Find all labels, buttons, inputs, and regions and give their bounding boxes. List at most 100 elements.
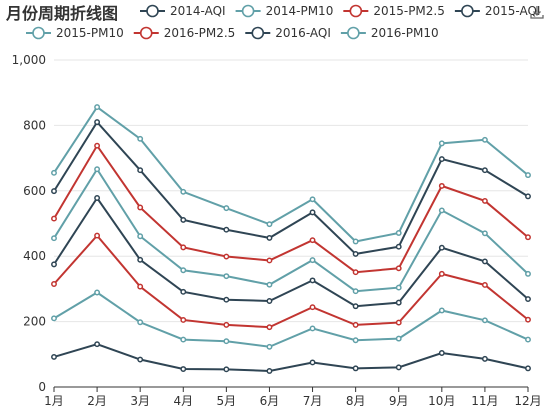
data-point[interactable] (309, 304, 316, 311)
data-point[interactable] (94, 341, 101, 348)
series-2016-PM10[interactable] (51, 104, 531, 245)
data-point[interactable] (309, 359, 316, 366)
legend-item[interactable]: 2015-AQI (454, 4, 541, 18)
data-point[interactable] (223, 273, 230, 280)
data-point[interactable] (438, 270, 445, 277)
data-point[interactable] (481, 355, 488, 362)
data-point[interactable] (352, 365, 359, 372)
data-point[interactable] (352, 269, 359, 276)
data-point[interactable] (94, 104, 101, 111)
data-point[interactable] (94, 166, 101, 173)
data-point[interactable] (395, 230, 402, 236)
data-point[interactable] (525, 270, 531, 277)
series-2015-AQI[interactable] (51, 195, 531, 310)
data-point[interactable] (51, 188, 57, 195)
series-line[interactable] (53, 143, 529, 274)
data-point[interactable] (51, 281, 57, 287)
data-point[interactable] (180, 188, 187, 195)
data-point[interactable] (266, 257, 273, 264)
data-point[interactable] (266, 343, 273, 350)
legend-item[interactable]: 2015-PM10 (26, 26, 124, 40)
data-point[interactable] (223, 205, 230, 212)
data-point[interactable] (266, 221, 273, 228)
data-point[interactable] (525, 172, 531, 179)
data-point[interactable] (481, 282, 488, 288)
legend-item[interactable]: 2016-PM10 (340, 26, 439, 40)
data-point[interactable] (51, 169, 57, 176)
data-point[interactable] (180, 317, 187, 323)
data-point[interactable] (137, 233, 144, 240)
data-point[interactable] (395, 243, 402, 250)
data-point[interactable] (438, 350, 445, 356)
legend-item[interactable]: 2014-PM10 (235, 4, 334, 18)
data-point[interactable] (223, 296, 230, 303)
data-point[interactable] (266, 324, 273, 331)
data-point[interactable] (481, 167, 488, 174)
data-point[interactable] (525, 336, 531, 343)
series-2014-AQI[interactable] (51, 341, 531, 374)
data-point[interactable] (438, 244, 445, 251)
data-point[interactable] (223, 321, 230, 328)
data-point[interactable] (525, 365, 531, 372)
data-point[interactable] (51, 215, 57, 222)
data-point[interactable] (352, 321, 359, 328)
data-point[interactable] (266, 281, 273, 288)
data-point[interactable] (481, 197, 488, 204)
series-line[interactable] (53, 234, 529, 329)
data-point[interactable] (137, 319, 144, 326)
data-point[interactable] (180, 366, 187, 372)
data-point[interactable] (481, 230, 488, 237)
data-point[interactable] (352, 250, 359, 257)
legend[interactable]: 2014-AQI 2014-PM10 2015-PM2.5 2015-AQI 2015-… (26, 4, 540, 40)
data-point[interactable] (395, 319, 402, 326)
series-line[interactable] (53, 167, 529, 293)
data-point[interactable] (180, 244, 187, 251)
data-point[interactable] (94, 232, 101, 239)
series-line[interactable] (53, 105, 529, 243)
data-point[interactable] (266, 298, 273, 304)
data-point[interactable] (180, 216, 187, 223)
data-point[interactable] (180, 336, 187, 343)
data-point[interactable] (266, 234, 273, 241)
data-point[interactable] (137, 283, 144, 290)
data-point[interactable] (94, 195, 101, 201)
legend-item[interactable]: 2015-PM2.5 (343, 4, 445, 18)
data-point[interactable] (481, 317, 488, 324)
series-line[interactable] (53, 291, 529, 348)
data-point[interactable] (525, 193, 531, 200)
save-image-button[interactable] (529, 4, 545, 20)
data-point[interactable] (309, 257, 316, 264)
data-point[interactable] (438, 156, 445, 163)
series-2015-PM10[interactable] (51, 166, 531, 295)
data-point[interactable] (525, 234, 531, 241)
data-point[interactable] (395, 364, 402, 371)
series-2016-PM2.5[interactable] (51, 142, 531, 276)
data-point[interactable] (352, 303, 359, 310)
data-point[interactable] (395, 299, 402, 306)
data-point[interactable] (525, 296, 531, 302)
data-point[interactable] (352, 288, 359, 295)
data-point[interactable] (352, 238, 359, 245)
data-point[interactable] (266, 368, 273, 374)
data-point[interactable] (395, 335, 402, 342)
legend-item[interactable]: 2016-PM2.5 (133, 26, 236, 40)
series-2015-PM2.5[interactable] (51, 232, 531, 331)
legend-item[interactable]: 2014-AQI (140, 4, 226, 18)
series-2014-PM10[interactable] (51, 289, 531, 350)
data-point[interactable] (309, 325, 316, 332)
data-point[interactable] (51, 261, 57, 268)
data-point[interactable] (438, 182, 445, 189)
series-line[interactable] (53, 120, 529, 255)
data-point[interactable] (352, 337, 359, 344)
data-point[interactable] (137, 135, 144, 142)
data-point[interactable] (180, 267, 187, 274)
data-point[interactable] (137, 256, 144, 263)
data-point[interactable] (94, 119, 101, 126)
data-point[interactable] (223, 338, 230, 345)
data-point[interactable] (223, 253, 230, 260)
data-point[interactable] (309, 196, 316, 203)
data-point[interactable] (223, 226, 230, 233)
data-point[interactable] (51, 235, 57, 242)
data-point[interactable] (51, 353, 57, 360)
legend-item[interactable]: 2016-AQI (245, 26, 331, 40)
